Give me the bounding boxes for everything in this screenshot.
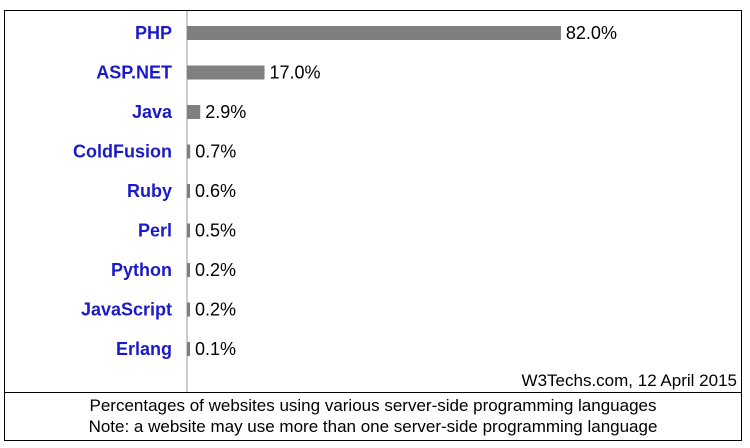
caption-divider [5, 392, 741, 393]
caption-line-2: Note: a website may use more than one se… [88, 417, 658, 436]
value-label: 17.0% [270, 63, 321, 83]
value-label: 0.1% [195, 339, 236, 359]
bar [187, 342, 190, 356]
category-label: ColdFusion [73, 142, 172, 162]
value-label: 0.2% [195, 260, 236, 280]
bar [187, 105, 201, 119]
bar [187, 184, 190, 198]
bar [187, 26, 561, 40]
value-label: 0.2% [195, 300, 236, 320]
chart-caption: Percentages of websites using various se… [5, 395, 741, 437]
value-label: 82.0% [566, 23, 617, 43]
value-label: 0.6% [195, 181, 236, 201]
value-label: 2.9% [205, 102, 246, 122]
category-label: PHP [135, 23, 172, 43]
bar-chart: PHP 82.0% ASP.NET 17.0% Java 2.9% ColdFusion 0.… [73, 11, 737, 392]
category-label: Ruby [127, 181, 172, 201]
bar [187, 302, 190, 317]
category-label: JavaScript [81, 300, 172, 320]
value-label: 0.5% [195, 221, 236, 241]
bar [187, 223, 190, 238]
bar [187, 263, 190, 277]
bar [187, 65, 265, 80]
caption-line-1: Percentages of websites using various se… [89, 396, 657, 415]
bar [187, 144, 191, 159]
value-label: 0.7% [195, 142, 236, 162]
category-label: ASP.NET [96, 63, 172, 83]
chart-frame: PHP 82.0% ASP.NET 17.0% Java 2.9% ColdFusion 0.… [4, 10, 742, 441]
category-label: Perl [138, 221, 172, 241]
source-label: W3Techs.com, 12 April 2015 [522, 371, 737, 390]
category-label: Erlang [116, 339, 172, 359]
category-label: Java [132, 102, 173, 122]
category-label: Python [111, 260, 172, 280]
